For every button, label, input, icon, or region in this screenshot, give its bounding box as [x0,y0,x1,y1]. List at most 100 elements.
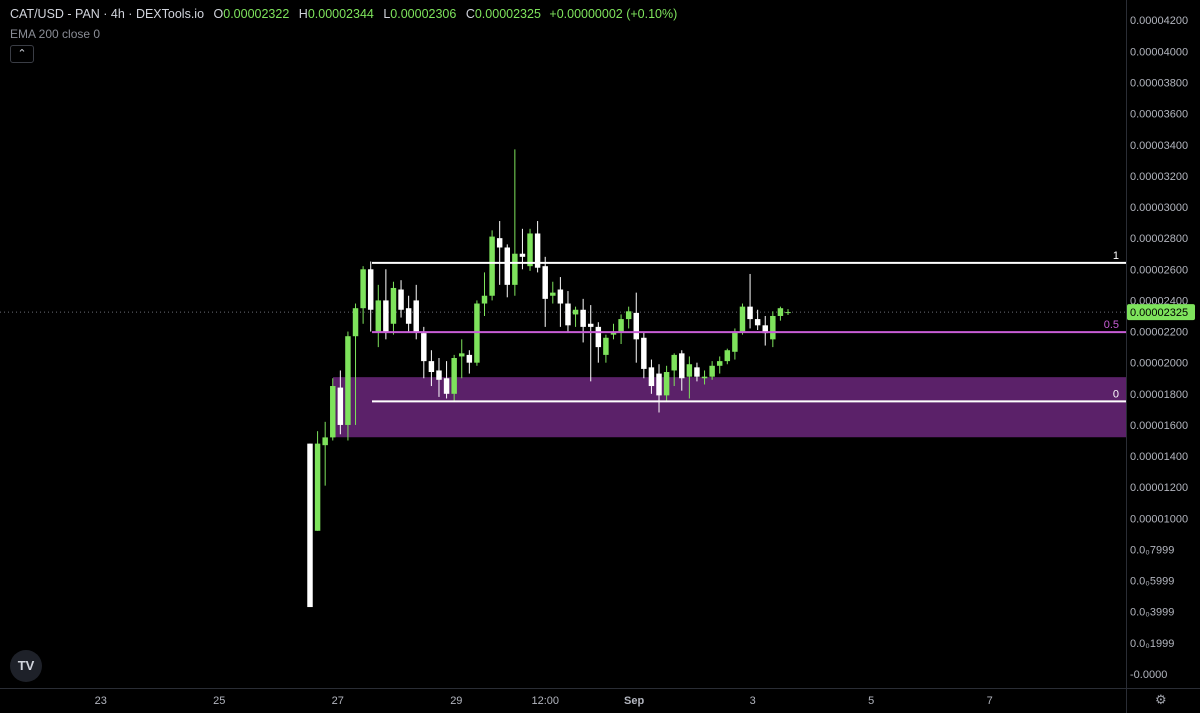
candle-body [534,233,541,268]
candle-body [459,353,465,357]
candle-body [504,247,511,285]
y-tick-label: 0.0₀3999 [1130,607,1174,619]
candle-body [747,306,753,320]
candle-body [603,337,609,355]
y-tick-label: 0.00001800 [1130,389,1188,401]
candle-body [322,437,328,446]
symbol-title: CAT/USD - PAN · 4h · DEXTools.io [10,7,205,21]
candle-body [625,311,632,320]
y-tick-label: 0.00001000 [1130,513,1188,525]
x-tick-label: 25 [213,695,225,707]
y-tick-label: 0.00003000 [1130,202,1188,214]
ohlc-low-value: 0.00002306 [390,7,457,21]
y-tick-label: 0.00002800 [1130,233,1188,245]
y-tick-label: 0.0₀5999 [1130,576,1174,588]
ohlc-low-key: L [383,7,391,21]
candle-body [580,309,586,327]
candle-body [557,289,564,304]
ohlc-high-value: 0.00002344 [307,7,374,21]
candle-body [550,292,556,296]
x-tick-label: 23 [95,695,107,707]
candle-body [527,233,533,267]
candle-body [754,319,761,326]
candle-body [466,354,473,363]
demand-zone [333,377,1126,438]
candle-body [663,372,670,396]
y-tick-label: 0.0₀7999 [1130,544,1174,556]
y-tick-label: 0.00003400 [1130,140,1188,152]
candle-body [686,364,693,377]
candle-body [618,319,624,332]
candle-body [512,253,518,285]
y-tick-label: 0.00002000 [1130,358,1188,370]
x-tick-label: Sep [624,695,644,707]
candle-body [428,361,435,373]
y-tick-label: 0.00001400 [1130,451,1188,463]
x-tick-label: 29 [450,695,462,707]
y-tick-label: 0.00001200 [1130,482,1188,494]
y-tick-label: 0.00003200 [1130,171,1188,183]
x-tick-label: 3 [750,695,756,707]
candle-body [679,353,685,379]
candle-body [519,253,526,257]
candle-body [762,325,768,334]
candle-body [565,303,571,326]
candle-body [587,323,594,327]
candle-body [716,361,723,366]
candle-body [709,365,715,377]
current-price-label: 0.00002325 [1130,307,1188,319]
y-tick-label: 0.00003600 [1130,109,1188,121]
fib-level-label: 1 [1113,250,1119,262]
candle-body [375,300,382,332]
candle-body [360,269,366,309]
candle-body [345,336,351,425]
candle-body [732,331,738,352]
y-tick-label: 0.00002200 [1130,327,1188,339]
candle-body [656,373,662,396]
y-tick-label: -0.0000 [1130,669,1167,681]
gear-icon[interactable]: ⚙ [1155,692,1167,707]
candle-body [641,337,647,369]
candle-body [451,358,457,394]
candle-body [367,269,374,310]
candle-body [496,238,503,248]
candle-body [671,354,677,371]
candle-body [398,289,404,310]
candle-body [390,287,397,324]
y-tick-label: 0.00004000 [1130,46,1188,58]
candle-body [383,300,389,332]
candle-body [648,367,655,387]
candle-body [337,387,344,425]
tradingview-logo[interactable]: TV [10,650,42,682]
ohlc-close-value: 0.00002325 [474,7,541,21]
fib-level-label: 0 [1113,388,1119,400]
candle-body [595,326,602,348]
x-tick-label: 5 [868,695,874,707]
candle-body [330,386,336,438]
candle-body [352,308,359,337]
y-tick-label: 0.00003800 [1130,77,1188,89]
candle-body [572,309,579,315]
y-tick-label: 0.00001600 [1130,420,1188,432]
x-tick-label: 27 [332,695,344,707]
price-change: +0.00000002 (+0.10%) [549,7,678,21]
ohlc-close-key: C [465,7,475,21]
candle-body [481,295,488,304]
candle-body [633,312,639,340]
current-price-badge [1127,304,1195,321]
fib-level-label: 0.5 [1104,319,1119,331]
y-tick-label: 0.00002600 [1130,264,1188,276]
candle-body [443,378,450,394]
indicator-ema-label[interactable]: EMA 200 close 0 [10,27,101,41]
ohlc-open-value: 0.00002322 [223,7,290,21]
ohlc-open-key: O [213,7,224,21]
candle-body [405,308,412,324]
x-tick-label: 7 [987,695,993,707]
candle-body [701,376,708,379]
candle-body [307,443,313,608]
candle-body [739,306,746,332]
candle-body [777,308,784,316]
candle-body [436,370,442,380]
collapse-legend-button[interactable]: ⌃ [10,45,34,63]
